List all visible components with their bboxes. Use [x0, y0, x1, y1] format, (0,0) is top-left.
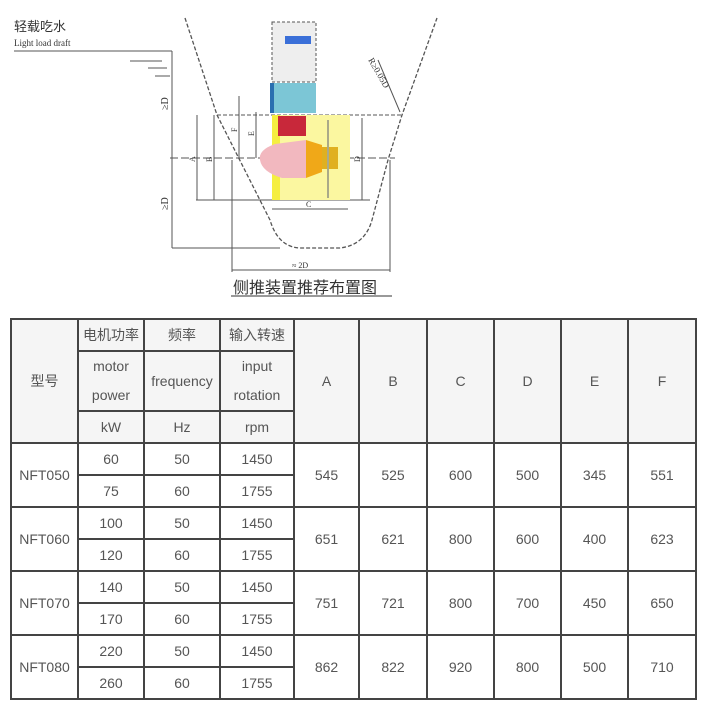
dim-label-ge-d-upper: ≥D: [160, 97, 171, 110]
dim-cell-d: 700: [493, 570, 562, 636]
dim-cell-c: 800: [426, 570, 495, 636]
dim-label-e: E: [247, 131, 256, 136]
header-f: F: [627, 318, 697, 444]
dim-cell-c: 800: [426, 506, 495, 572]
draft-label-en: Light load draft: [14, 38, 71, 48]
header-freq-unit: Hz: [143, 410, 221, 444]
header-speed-unit: rpm: [219, 410, 295, 444]
dim-cell-d: 500: [493, 442, 562, 508]
dim-cell-f: 650: [627, 570, 697, 636]
dim-cell-a: 862: [293, 634, 360, 700]
frequency-cell: 50: [143, 442, 221, 476]
dim-cell-b: 621: [358, 506, 428, 572]
rpm-cell: 1755: [219, 602, 295, 636]
dim-label-ge-d-lower: ≥D: [160, 197, 171, 210]
frequency-cell: 50: [143, 634, 221, 668]
rpm-cell: 1450: [219, 506, 295, 540]
header-d: D: [493, 318, 562, 444]
power-cell: 220: [77, 634, 145, 668]
model-cell: NFT070: [10, 570, 79, 636]
dim-cell-b: 721: [358, 570, 428, 636]
frequency-cell: 50: [143, 506, 221, 540]
thruster-spec-table: 型号 电机功率 频率 输入转速 A B C D E F motor power f…: [10, 318, 697, 700]
diagram-caption: 侧推装置推荐布置图: [233, 279, 377, 297]
frequency-cell: 60: [143, 538, 221, 572]
header-e: E: [560, 318, 629, 444]
dim-cell-d: 800: [493, 634, 562, 700]
frequency-cell: 60: [143, 474, 221, 508]
frequency-cell: 60: [143, 602, 221, 636]
header-freq-en: frequency: [143, 350, 221, 412]
table-row: 260 60 1755: [11, 666, 696, 700]
dim-cell-a: 545: [293, 442, 360, 508]
rpm-cell: 1755: [219, 474, 295, 508]
dim-cell-e: 400: [560, 506, 629, 572]
header-power-en: motor power: [77, 350, 145, 412]
dim-cell-a: 751: [293, 570, 360, 636]
power-cell: 60: [77, 442, 145, 476]
dim-label-f: F: [230, 127, 239, 132]
dim-cell-f: 710: [627, 634, 697, 700]
model-cell: NFT080: [10, 634, 79, 700]
power-cell: 120: [77, 538, 145, 572]
dim-cell-f: 551: [627, 442, 697, 508]
header-power-en-1: motor: [93, 358, 129, 374]
power-cell: 75: [77, 474, 145, 508]
table-row: NFT050 60 50 1450 545 525 600 500 345 551: [10, 442, 697, 508]
dim-cell-d: 600: [493, 506, 562, 572]
rpm-cell: 1755: [219, 538, 295, 572]
table-row: 120 60 1755: [11, 538, 696, 572]
header-power-zh: 电机功率: [77, 318, 145, 352]
dim-cell-f: 623: [627, 506, 697, 572]
header-c: C: [426, 318, 495, 444]
frequency-cell: 50: [143, 570, 221, 604]
power-cell: 100: [77, 506, 145, 540]
dim-label-c: C: [306, 200, 311, 209]
dim-cell-b: 525: [358, 442, 428, 508]
power-cell: 140: [77, 570, 145, 604]
table-row: 75 60 1755: [11, 474, 696, 508]
header-model: 型号: [10, 318, 79, 444]
model-cell: NFT050: [10, 442, 79, 508]
draft-label-zh: 轻载吃水: [14, 19, 66, 34]
header-power-en-2: power: [91, 387, 131, 403]
dim-label-radius: R≥0.05D: [366, 56, 392, 90]
table-row: NFT060 100 50 1450 651 621 800 600 400 623: [10, 506, 697, 572]
header-power-unit: kW: [77, 410, 145, 444]
dim-label-2d: ≈ 2D: [292, 261, 308, 270]
dim-label-b: B: [205, 157, 214, 162]
dim-cell-b: 822: [358, 634, 428, 700]
rpm-cell: 1450: [219, 442, 295, 476]
dim-cell-c: 600: [426, 442, 495, 508]
model-cell: NFT060: [10, 506, 79, 572]
dim-cell-c: 920: [426, 634, 495, 700]
rpm-cell: 1450: [219, 570, 295, 604]
thruster-arrangement-diagram: 轻载吃水 Light load draft ≥D ≥D A B C D E F …: [14, 17, 438, 297]
dim-cell-e: 345: [560, 442, 629, 508]
dim-label-d: D: [353, 156, 362, 162]
frequency-cell: 60: [143, 666, 221, 700]
header-freq-zh: 频率: [143, 318, 221, 352]
header-speed-en: input rotation: [219, 350, 295, 412]
header-speed-en-1: input: [241, 358, 273, 374]
power-cell: 260: [77, 666, 145, 700]
table-row: NFT070 140 50 1450 751 721 800 700 450 650: [10, 570, 697, 636]
power-cell: 170: [77, 602, 145, 636]
dim-cell-a: 651: [293, 506, 360, 572]
dim-cell-e: 450: [560, 570, 629, 636]
header-a: A: [293, 318, 360, 444]
dim-label-a: A: [188, 156, 197, 162]
dim-cell-e: 500: [560, 634, 629, 700]
rpm-cell: 1450: [219, 634, 295, 668]
header-b: B: [358, 318, 428, 444]
table-row: NFT080 220 50 1450 862 822 920 800 500 710: [10, 634, 697, 700]
header-speed-zh: 输入转速: [219, 318, 295, 352]
header-speed-en-2: rotation: [233, 387, 281, 403]
rpm-cell: 1755: [219, 666, 295, 700]
table-row: 170 60 1755: [11, 602, 696, 636]
